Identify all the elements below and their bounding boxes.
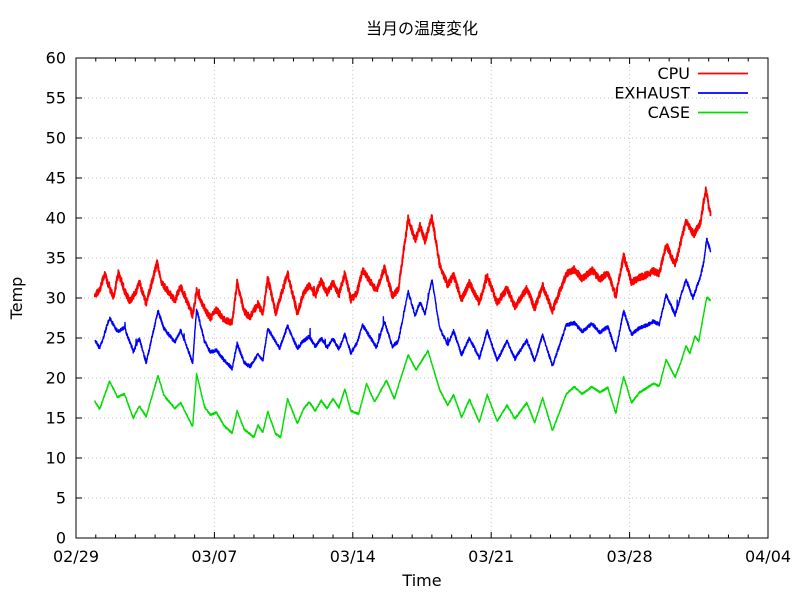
series-line-cpu [93, 186, 712, 326]
y-axis-label: Temp [7, 277, 26, 321]
x-tick-label: 02/29 [53, 547, 99, 566]
axis-layer: 02/29 03/07 03/14 03/21 03/28 04/04 0 5 10 15 20 25… [46, 49, 791, 567]
y-tick-label: 10 [46, 449, 66, 468]
legend: CPU EXHAUST CASE [614, 64, 748, 122]
x-tick-label: 04/04 [745, 547, 791, 566]
legend-label-cpu: CPU [657, 64, 690, 83]
grid-layer [76, 58, 768, 538]
y-tick-label: 40 [46, 209, 66, 228]
series-line-exhaust [94, 237, 712, 371]
plot-border [75, 57, 769, 539]
chart-title: 当月の温度変化 [366, 19, 478, 38]
x-axis-label: Time [401, 571, 441, 590]
x-tick-label: 03/14 [330, 547, 376, 566]
y-tick-label: 35 [46, 249, 66, 268]
y-tick-label: 60 [46, 49, 66, 68]
y-tick-label: 45 [46, 169, 66, 188]
y-tick-label: 55 [46, 89, 66, 108]
y-tick-label: 25 [46, 329, 66, 348]
y-tick-label: 20 [46, 369, 66, 388]
x-tick-label: 03/21 [468, 547, 514, 566]
legend-label-case: CASE [648, 103, 690, 122]
x-tick-label: 03/28 [607, 547, 653, 566]
y-tick-label: 15 [46, 409, 66, 428]
x-tick-label: 03/07 [191, 547, 237, 566]
y-tick-label: 50 [46, 129, 66, 148]
series-line-case [94, 296, 712, 439]
legend-label-exhaust: EXHAUST [614, 84, 690, 103]
series-layer [93, 186, 712, 439]
y-tick-label: 0 [56, 529, 66, 548]
y-tick-label: 5 [56, 489, 66, 508]
y-tick-label: 30 [46, 289, 66, 308]
